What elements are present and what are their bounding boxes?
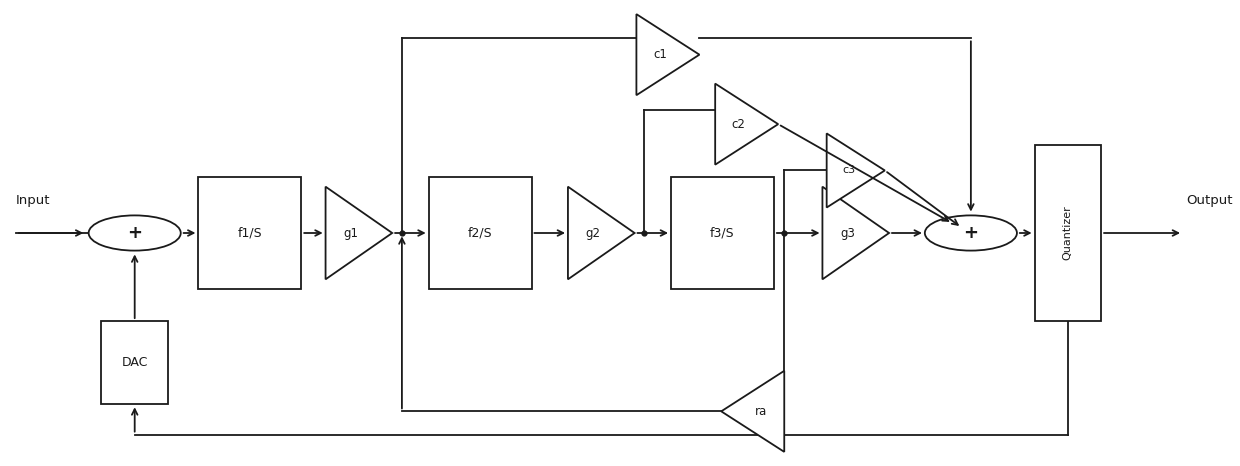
Text: +: + [128,224,143,242]
Circle shape [925,215,1017,251]
Text: g1: g1 [343,226,358,240]
Polygon shape [827,133,885,207]
Text: f3/S: f3/S [711,226,735,240]
Text: g3: g3 [839,226,854,240]
Text: ra: ra [754,405,766,418]
Text: c1: c1 [653,48,667,61]
Bar [198,178,301,288]
Bar [1034,145,1101,321]
Bar [102,321,169,404]
Polygon shape [636,14,699,95]
Polygon shape [822,187,889,279]
Polygon shape [568,187,635,279]
Polygon shape [715,83,779,164]
Text: +: + [963,224,978,242]
Text: f1/S: f1/S [238,226,262,240]
Text: DAC: DAC [122,356,148,369]
Text: Output: Output [1187,194,1233,207]
Text: f2/S: f2/S [467,226,492,240]
Bar [429,178,532,288]
Text: g2: g2 [585,226,600,240]
Text: c3: c3 [842,165,856,176]
Bar [671,178,774,288]
Polygon shape [326,187,392,279]
Text: c2: c2 [732,117,745,130]
Text: Quantizer: Quantizer [1063,206,1073,260]
Text: Input: Input [16,194,51,207]
Circle shape [88,215,181,251]
Polygon shape [722,371,784,452]
